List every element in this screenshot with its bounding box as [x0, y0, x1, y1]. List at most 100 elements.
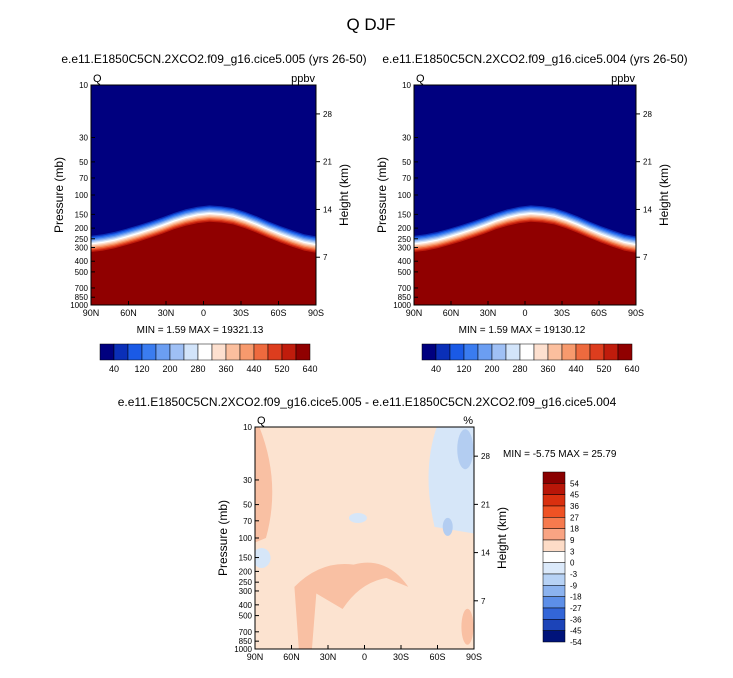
y-tick-label: 10	[402, 81, 411, 90]
x-tick-label: 30N	[320, 652, 337, 662]
panel-title: e.e11.E1850C5CN.2XCO2.f09_g16.cice5.005 …	[61, 52, 366, 66]
colorbar-swatch	[542, 471, 566, 484]
y-tick-label: 700	[398, 284, 412, 293]
x-tick-label: 60S	[429, 652, 445, 662]
diff-negative-core	[442, 517, 453, 536]
troposphere-fill	[91, 232, 316, 305]
colorbar-label: 45	[570, 491, 579, 500]
colorbar-label: 27	[570, 513, 579, 522]
colorbar-swatch	[295, 343, 311, 361]
diff-negative-blob	[255, 547, 271, 568]
units-label: ppbv	[291, 73, 315, 85]
panel-1: e.e11.E1850C5CN.2XCO2.f09_g16.cice5.004 …	[375, 52, 688, 374]
y-tick-label: 250	[398, 235, 412, 244]
y-tick-label: 500	[75, 268, 89, 277]
y-tick-label: 10	[79, 81, 88, 90]
x-tick-label: 90N	[406, 308, 423, 318]
y-tick-label: 700	[239, 628, 253, 637]
y-tick-label: 150	[239, 554, 253, 563]
variable-label: Q	[93, 73, 102, 85]
colorbar-label: 360	[218, 364, 233, 374]
min-max-label: MIN = 1.59 MAX = 19130.12	[459, 325, 586, 336]
y-right-tick-label: 21	[481, 500, 490, 509]
figure-title: Q DJF	[346, 15, 395, 34]
y-tick-label: 30	[402, 133, 411, 142]
colorbar-label: -36	[570, 615, 582, 624]
colorbar-swatch	[542, 585, 566, 597]
colorbar-swatch	[542, 517, 566, 529]
colorbar-label: 440	[568, 364, 583, 374]
colorbar-swatch	[542, 630, 566, 643]
y-tick-label: 850	[75, 293, 89, 302]
y-tick-label: 1000	[70, 301, 88, 310]
colorbar-swatch	[239, 343, 255, 361]
y-tick-label: 100	[239, 534, 253, 543]
y-right-tick-label: 7	[481, 597, 486, 606]
colorbar-swatch	[225, 343, 241, 361]
min-max-label: MIN = 1.59 MAX = 19321.13	[137, 325, 264, 336]
diff-positive-region	[294, 562, 409, 649]
x-tick-label: 90N	[83, 308, 100, 318]
y-tick-label: 850	[398, 293, 412, 302]
colorbar-label: 36	[570, 502, 579, 511]
panel-0: e.e11.E1850C5CN.2XCO2.f09_g16.cice5.005 …	[52, 52, 367, 374]
colorbar-label: -9	[570, 581, 578, 590]
y-right-tick-label: 14	[481, 549, 490, 558]
colorbar-swatch	[477, 343, 493, 361]
colorbar-label: 440	[246, 364, 261, 374]
colorbar-swatch	[547, 343, 563, 361]
colorbar-label: 200	[162, 364, 177, 374]
x-tick-label: 60N	[443, 308, 460, 318]
y-right-axis-label: Height (km)	[337, 164, 351, 226]
x-tick-label: 60S	[270, 308, 286, 318]
colorbar-label: 40	[431, 364, 441, 374]
colorbar-swatch	[561, 343, 577, 361]
colorbar-swatch	[542, 505, 566, 518]
colorbar-swatch	[542, 607, 566, 620]
x-tick-label: 90S	[628, 308, 644, 318]
colorbar-swatch	[603, 343, 619, 361]
panel-title: e.e11.E1850C5CN.2XCO2.f09_g16.cice5.005 …	[118, 395, 617, 409]
colorbar-swatch	[575, 343, 591, 361]
y-tick-label: 1000	[393, 301, 411, 310]
colorbar-swatch	[211, 343, 227, 361]
colorbar-swatch	[449, 343, 465, 361]
x-tick-label: 60N	[120, 308, 137, 318]
x-tick-label: 0	[522, 308, 527, 318]
colorbar-label: -3	[570, 570, 578, 579]
colorbar-swatch	[542, 494, 566, 507]
y-tick-label: 10	[243, 423, 252, 432]
colorbar-swatch	[463, 343, 479, 361]
y-tick-label: 700	[75, 284, 89, 293]
troposphere-fill	[414, 232, 636, 305]
colorbar-swatch	[197, 343, 213, 361]
colorbar-swatch	[169, 343, 185, 361]
y-tick-label: 150	[398, 210, 412, 219]
y-right-tick-label: 21	[323, 158, 332, 167]
colorbar-swatch	[435, 343, 451, 361]
y-tick-label: 1000	[234, 645, 252, 654]
colorbar-swatch	[281, 343, 297, 361]
y-tick-label: 400	[75, 257, 89, 266]
colorbar-swatch	[589, 343, 605, 361]
colorbar-swatch	[542, 619, 566, 631]
colorbar-swatch	[141, 343, 157, 361]
y-tick-label: 300	[398, 243, 412, 252]
colorbar-swatch	[542, 562, 566, 575]
y-tick-label: 30	[79, 133, 88, 142]
colorbar-swatch	[421, 343, 437, 361]
y-tick-label: 70	[243, 517, 252, 526]
x-tick-label: 90N	[247, 652, 264, 662]
x-tick-label: 30S	[393, 652, 409, 662]
y-tick-label: 150	[75, 210, 89, 219]
x-tick-label: 30S	[554, 308, 570, 318]
colorbar-swatch	[99, 343, 115, 361]
colorbar-swatch	[542, 551, 566, 563]
y-tick-label: 250	[75, 235, 89, 244]
plot-area	[414, 85, 636, 305]
y-tick-label: 70	[402, 174, 411, 183]
y-right-tick-label: 21	[643, 158, 652, 167]
y-axis-label: Pressure (mb)	[375, 157, 389, 233]
colorbar-swatch	[253, 343, 269, 361]
